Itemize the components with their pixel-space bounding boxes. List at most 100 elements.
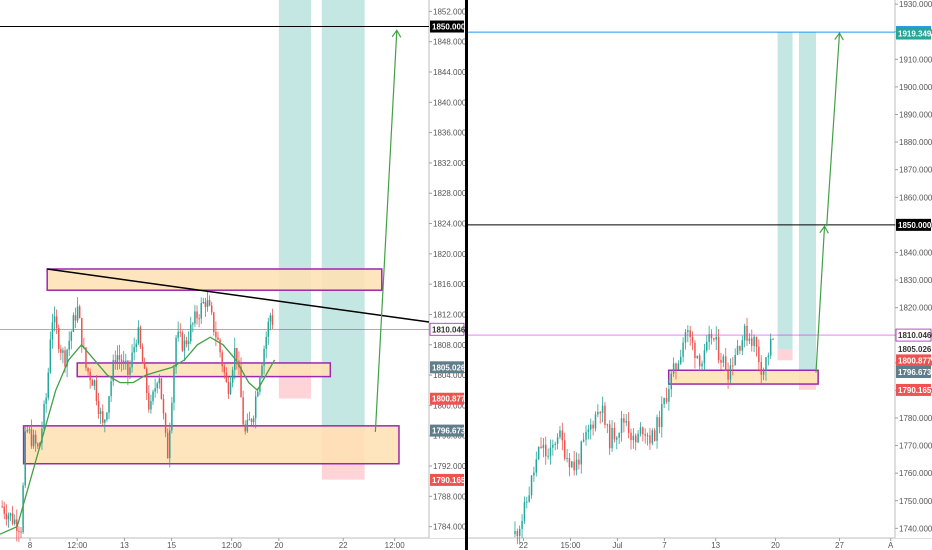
time-tick-label: 7 <box>662 541 667 550</box>
candle-body <box>566 457 568 459</box>
candle-body <box>154 388 156 392</box>
stop-box <box>777 349 793 361</box>
candle-body <box>741 340 744 351</box>
candle-body <box>518 528 521 536</box>
candle-body <box>240 367 242 398</box>
candle-body <box>55 316 58 328</box>
candle-body <box>26 429 29 432</box>
candle-body <box>613 427 616 440</box>
candle-body <box>34 434 37 444</box>
candle-body <box>223 366 226 373</box>
price-badge-label: 1919.349 <box>898 30 932 39</box>
candle-body <box>185 340 188 345</box>
candle-body <box>760 362 762 375</box>
candle-body <box>99 411 102 414</box>
candle-body <box>221 352 223 367</box>
candle-body <box>713 338 715 340</box>
candle-body <box>106 412 108 420</box>
candle-body <box>24 431 26 486</box>
candle-body <box>125 360 127 362</box>
price-tick-label: 1780.000 <box>899 414 932 423</box>
candle-body <box>173 367 175 403</box>
candle-body <box>164 413 167 433</box>
candle-body <box>729 365 732 380</box>
candle-body <box>653 430 656 441</box>
candle-body <box>592 424 594 429</box>
candle-body <box>514 531 516 534</box>
candle-body <box>537 446 540 460</box>
left-chart-panel[interactable]: 1852.000 1848.000 1844.000 1840.000 1836.000… <box>0 0 467 550</box>
candle-body <box>271 315 274 325</box>
time-tick-label: A <box>888 541 894 550</box>
candle-body <box>604 405 606 425</box>
candle-body <box>18 531 20 533</box>
candle-body <box>11 513 14 524</box>
candle-body <box>108 396 110 413</box>
price-badge-label: 1805.026 <box>432 363 466 372</box>
candle-body <box>599 411 601 414</box>
candle-body <box>746 325 748 341</box>
candle-body <box>630 432 632 441</box>
candle-body <box>68 340 70 350</box>
price-tick-label: 1860.000 <box>899 193 932 202</box>
candle-body <box>582 439 585 442</box>
candle-body <box>28 429 31 431</box>
price-badge-label: 1810.046 <box>432 325 466 334</box>
candle-body <box>694 342 696 359</box>
candle-body <box>97 400 100 414</box>
candle-body <box>698 355 701 367</box>
candle-body <box>114 360 117 363</box>
price-badge <box>430 392 464 405</box>
candle-body <box>150 401 152 410</box>
price-tick-label: 1824.000 <box>433 220 467 229</box>
candle-body <box>47 372 49 398</box>
candle-body <box>269 315 272 322</box>
candle-body <box>689 330 691 337</box>
candle-body <box>679 356 682 364</box>
candle-body <box>104 419 106 423</box>
candle-body <box>663 397 665 405</box>
price-badge <box>430 424 464 437</box>
target-box <box>321 0 365 432</box>
price-tick-label: 1784.000 <box>433 523 467 532</box>
candle-body <box>530 475 533 496</box>
candle-body <box>217 337 219 340</box>
candle-body <box>127 360 129 375</box>
time-tick-label: 15 <box>167 541 176 550</box>
candle-body <box>213 312 215 332</box>
candle-body <box>521 520 523 529</box>
candle-body <box>642 427 644 435</box>
right-chart-panel[interactable]: 1930.0001920.0001910.0001900.0001890.000… <box>468 0 932 550</box>
candle-body <box>769 338 772 356</box>
candle-body <box>66 349 68 367</box>
candle-body <box>246 419 249 432</box>
candle-body <box>181 332 184 351</box>
candle-body <box>51 322 54 340</box>
candle-body <box>225 372 228 382</box>
price-tick-label: 1816.000 <box>433 280 467 289</box>
panel-divider[interactable] <box>465 0 468 550</box>
candle-body <box>533 472 535 476</box>
candle-body <box>732 365 734 367</box>
candle-body <box>171 402 173 431</box>
candle-body <box>206 300 209 307</box>
time-tick-label: 12:00 <box>222 541 243 550</box>
candle-body <box>3 506 5 514</box>
candle-body <box>727 370 729 380</box>
candle-body <box>670 373 673 390</box>
candle-body <box>587 429 590 432</box>
candle-body <box>687 330 689 333</box>
candle-body <box>765 357 767 371</box>
price-badge-label: 1850.000 <box>898 221 932 230</box>
candle-body <box>755 336 758 347</box>
candle-body <box>720 359 722 363</box>
candle-body <box>696 355 699 359</box>
candle-body <box>545 444 547 457</box>
price-badge <box>430 361 464 374</box>
price-badge <box>896 27 931 40</box>
candle-body <box>563 440 566 459</box>
candle-body <box>242 397 244 425</box>
moving-average-line <box>0 336 276 535</box>
candle-body <box>608 424 611 449</box>
